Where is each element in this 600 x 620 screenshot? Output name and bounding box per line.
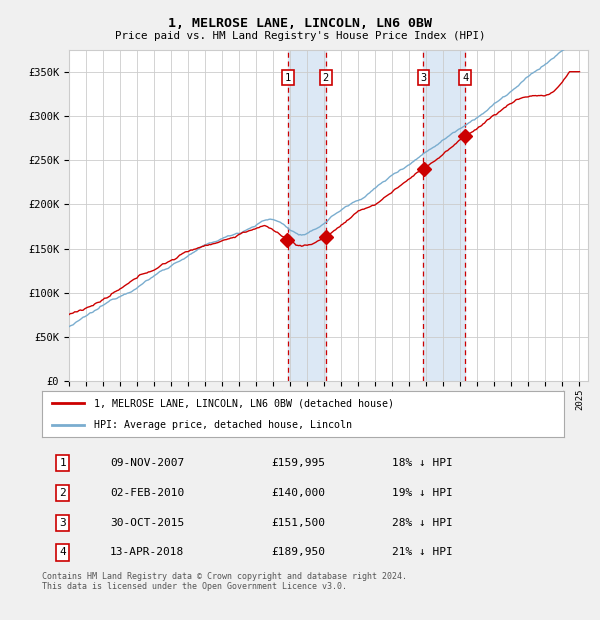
Text: £140,000: £140,000 — [272, 488, 326, 498]
Text: Price paid vs. HM Land Registry's House Price Index (HPI): Price paid vs. HM Land Registry's House … — [115, 31, 485, 41]
Text: 1: 1 — [285, 73, 291, 83]
Text: 3: 3 — [421, 73, 427, 83]
Text: 3: 3 — [59, 518, 66, 528]
Text: 21% ↓ HPI: 21% ↓ HPI — [392, 547, 452, 557]
Text: 1: 1 — [59, 458, 66, 468]
Text: 4: 4 — [59, 547, 66, 557]
Text: 28% ↓ HPI: 28% ↓ HPI — [392, 518, 452, 528]
Text: £159,995: £159,995 — [272, 458, 326, 468]
Bar — [288, 50, 326, 381]
Text: £151,500: £151,500 — [272, 518, 326, 528]
Bar — [424, 50, 465, 381]
Text: Contains HM Land Registry data © Crown copyright and database right 2024.
This d: Contains HM Land Registry data © Crown c… — [42, 572, 407, 591]
Text: 02-FEB-2010: 02-FEB-2010 — [110, 488, 184, 498]
Text: 19% ↓ HPI: 19% ↓ HPI — [392, 488, 452, 498]
Text: 1, MELROSE LANE, LINCOLN, LN6 0BW (detached house): 1, MELROSE LANE, LINCOLN, LN6 0BW (detac… — [94, 398, 394, 408]
Text: 2: 2 — [323, 73, 329, 83]
Text: £189,950: £189,950 — [272, 547, 326, 557]
Text: 2: 2 — [59, 488, 66, 498]
Text: 1, MELROSE LANE, LINCOLN, LN6 0BW: 1, MELROSE LANE, LINCOLN, LN6 0BW — [168, 17, 432, 30]
Text: 4: 4 — [462, 73, 468, 83]
Text: 09-NOV-2007: 09-NOV-2007 — [110, 458, 184, 468]
Text: 18% ↓ HPI: 18% ↓ HPI — [392, 458, 452, 468]
Text: 13-APR-2018: 13-APR-2018 — [110, 547, 184, 557]
Text: 30-OCT-2015: 30-OCT-2015 — [110, 518, 184, 528]
Text: HPI: Average price, detached house, Lincoln: HPI: Average price, detached house, Linc… — [94, 420, 352, 430]
